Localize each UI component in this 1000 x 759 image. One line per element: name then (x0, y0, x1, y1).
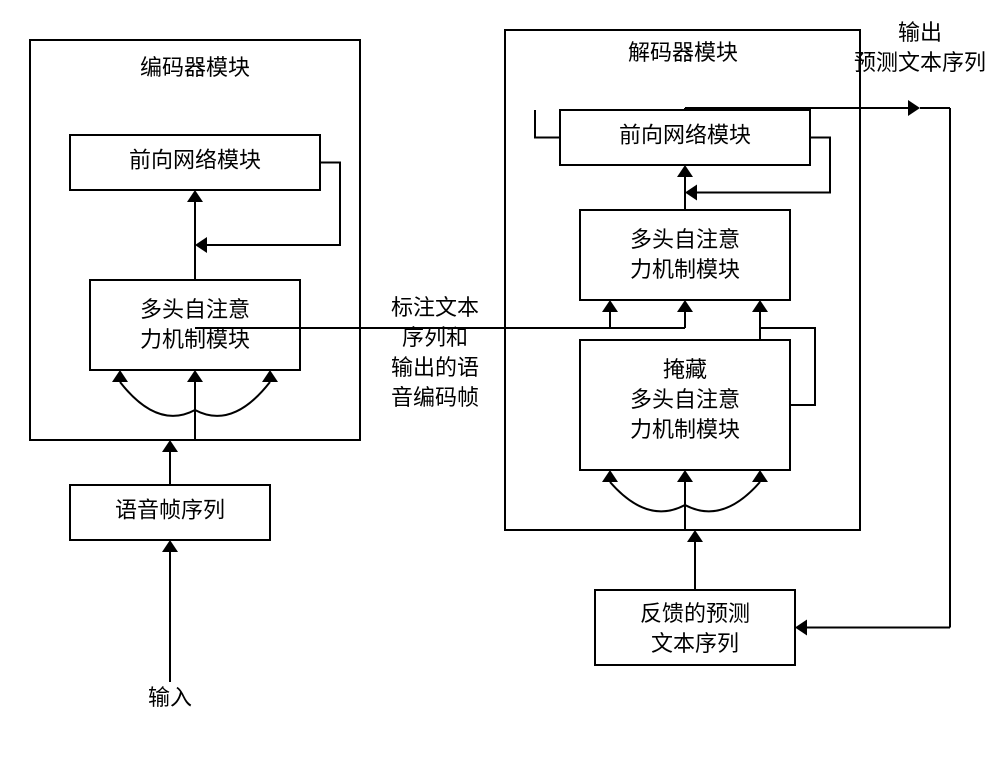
svg-text:多头自注意: 多头自注意 (630, 387, 740, 412)
svg-text:力机制模块: 力机制模块 (630, 417, 740, 442)
svg-text:语音帧序列: 语音帧序列 (115, 498, 225, 523)
svg-text:音编码帧: 音编码帧 (391, 385, 479, 410)
svg-text:解码器模块: 解码器模块 (628, 40, 738, 65)
svg-text:力机制模块: 力机制模块 (140, 327, 250, 352)
svg-text:输出: 输出 (898, 20, 942, 45)
svg-text:反馈的预测: 反馈的预测 (640, 601, 750, 626)
svg-text:多头自注意: 多头自注意 (140, 297, 250, 322)
svg-text:输入: 输入 (148, 685, 192, 710)
svg-text:输出的语: 输出的语 (391, 355, 479, 380)
svg-text:多头自注意: 多头自注意 (630, 227, 740, 252)
svg-text:预测文本序列: 预测文本序列 (854, 50, 986, 75)
svg-text:标注文本: 标注文本 (391, 295, 479, 320)
svg-text:序列和: 序列和 (402, 325, 468, 350)
svg-text:掩藏: 掩藏 (663, 357, 707, 382)
svg-text:文本序列: 文本序列 (651, 631, 739, 656)
svg-text:编码器模块: 编码器模块 (140, 55, 250, 80)
svg-text:力机制模块: 力机制模块 (630, 257, 740, 282)
svg-text:前向网络模块: 前向网络模块 (129, 148, 261, 173)
svg-text:前向网络模块: 前向网络模块 (619, 123, 751, 148)
